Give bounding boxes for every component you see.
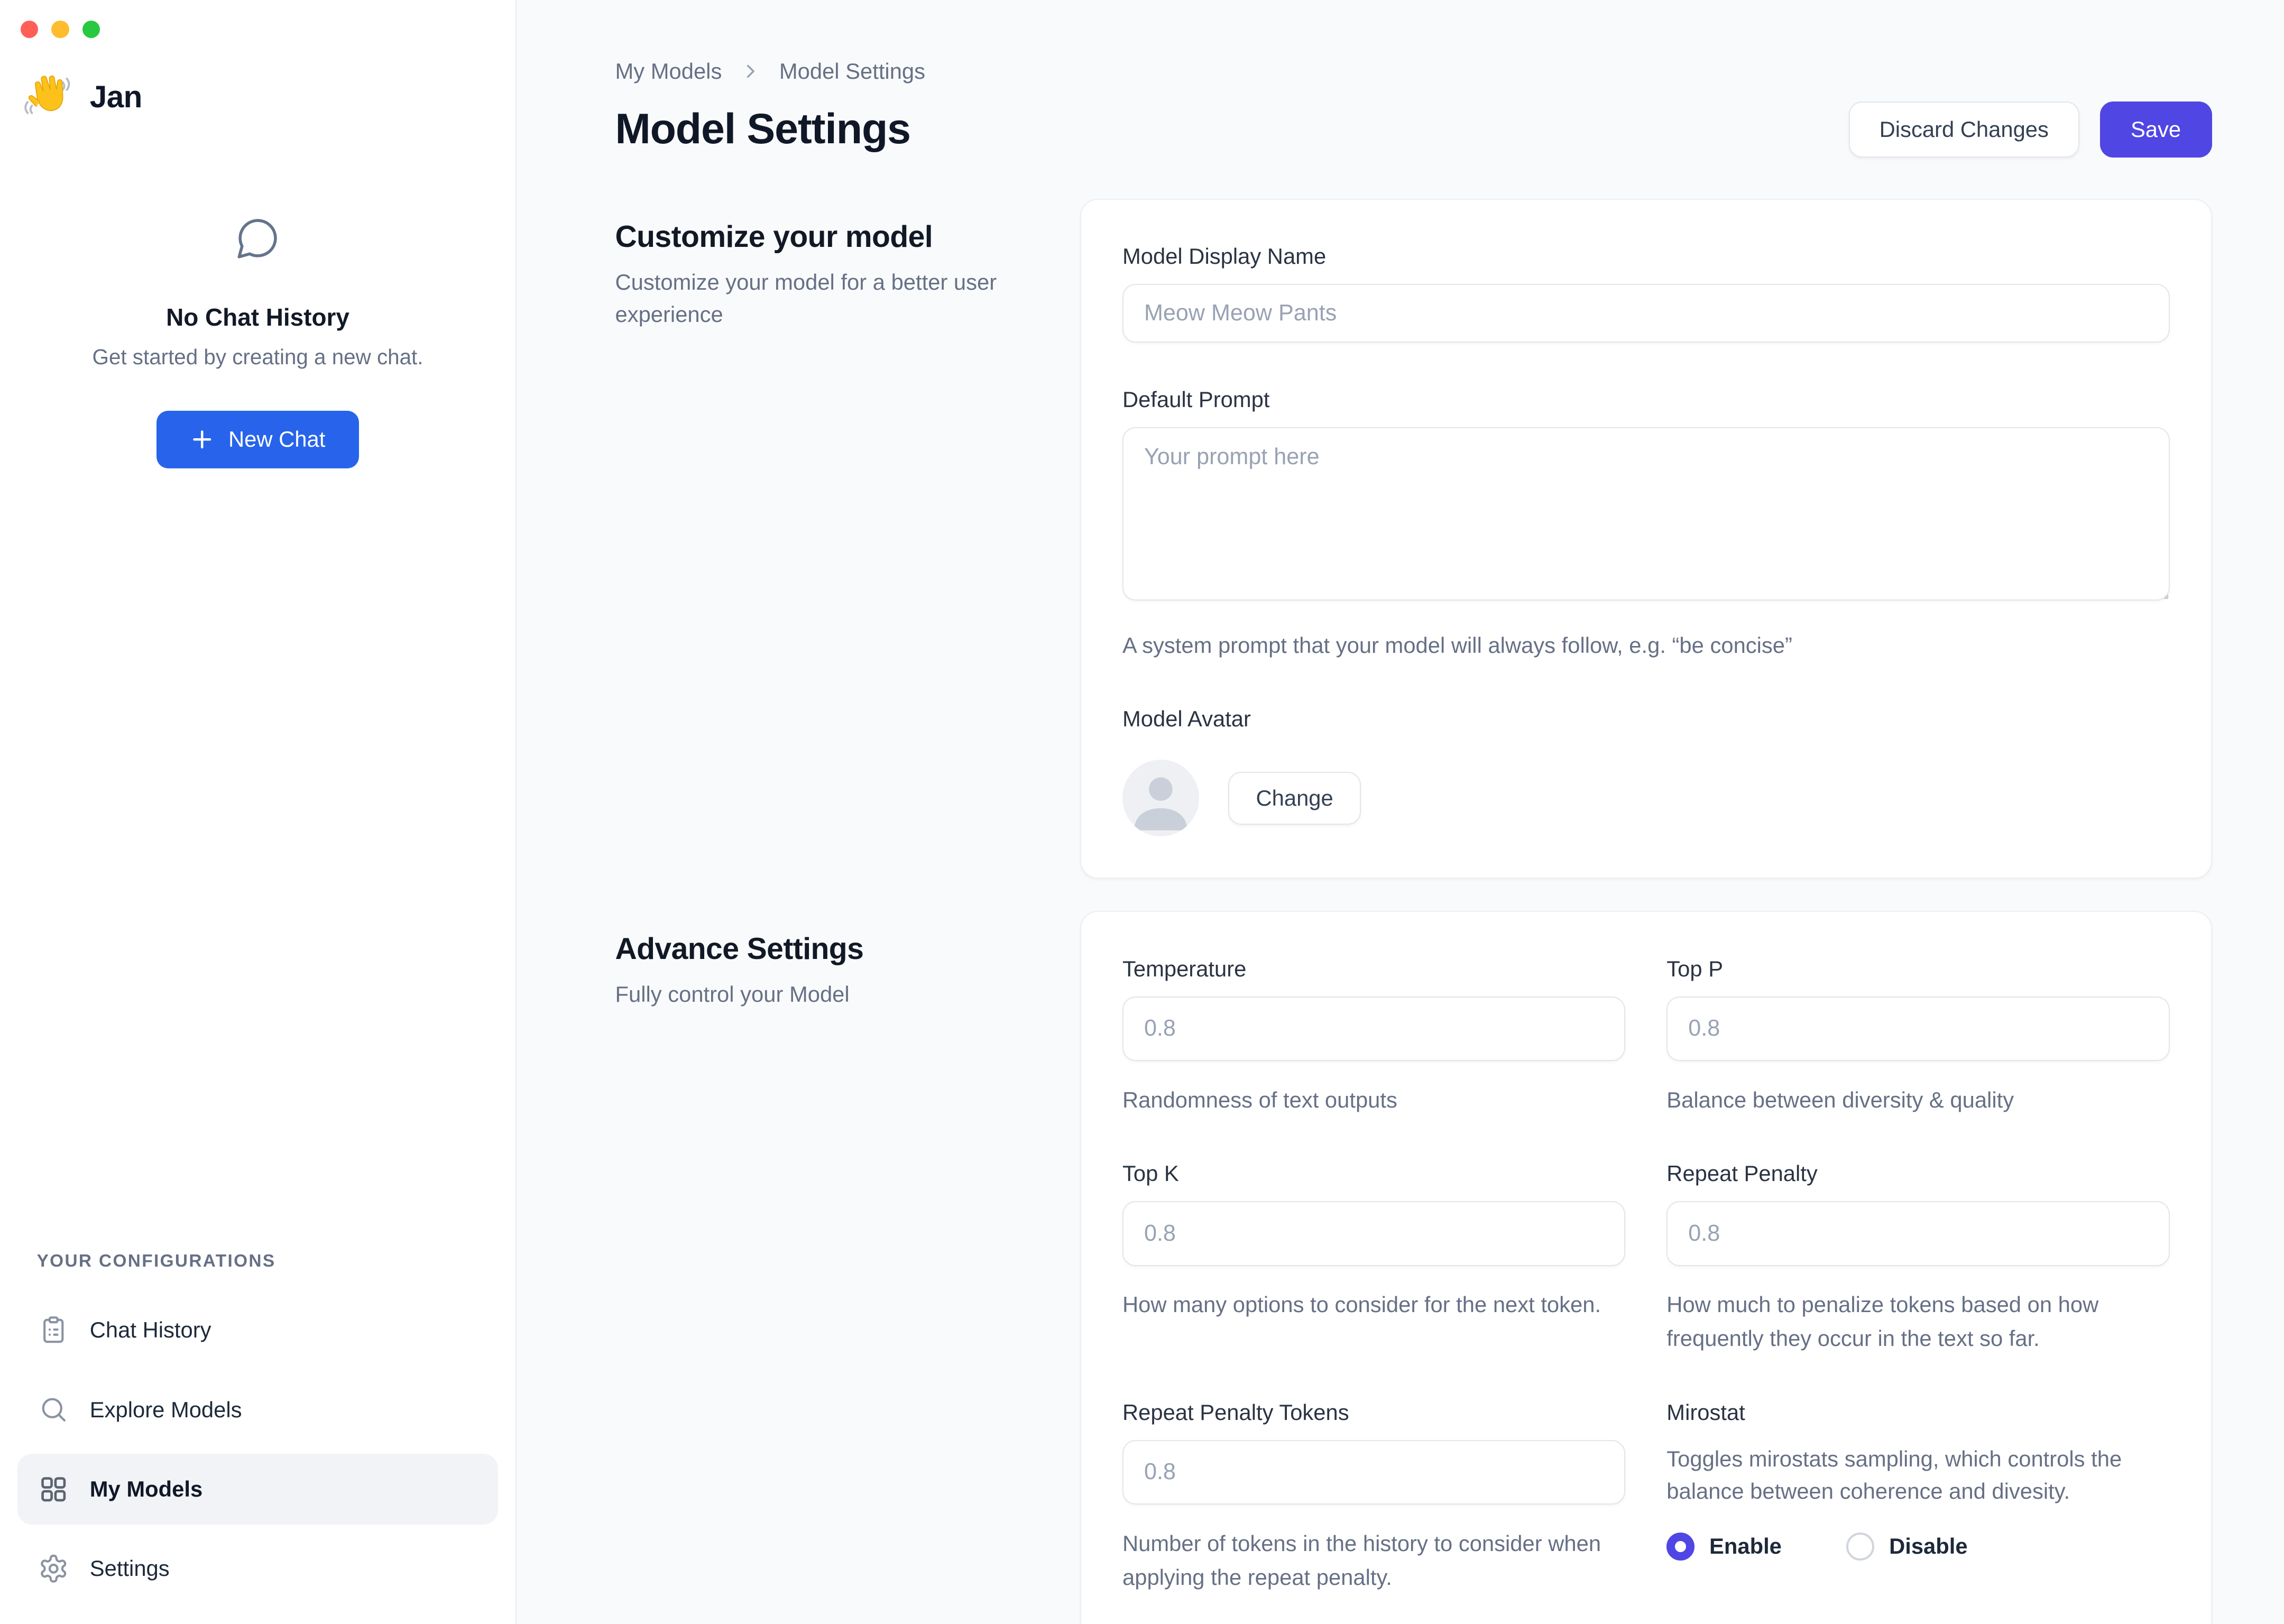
- top-k-field: Top K How many options to consider for t…: [1122, 1161, 1626, 1355]
- repeat-penalty-tokens-field: Repeat Penalty Tokens Number of tokens i…: [1122, 1399, 1626, 1594]
- temperature-input[interactable]: [1122, 996, 1626, 1062]
- top-k-label: Top K: [1122, 1161, 1179, 1186]
- model-avatar-label: Model Avatar: [1122, 706, 1251, 732]
- customize-section-title: Customize your model: [615, 219, 933, 254]
- page-header: My Models Model Settings Model Settings …: [615, 59, 2212, 158]
- mirostat-enable-option[interactable]: Enable: [1666, 1533, 1782, 1561]
- app-name: Jan: [89, 80, 143, 115]
- customize-section: Customize your model Customize your mode…: [615, 198, 2212, 879]
- close-window-button[interactable]: [20, 20, 39, 39]
- advance-section-title: Advance Settings: [615, 932, 864, 966]
- search-icon: [42, 1398, 66, 1422]
- customize-section-subtitle: Customize your model for a better user e…: [615, 269, 997, 327]
- sidebar: Jan No Chat History Get started by creat…: [0, 0, 517, 1624]
- temperature-help: Randomness of text outputs: [1122, 1087, 1397, 1112]
- radio-checked-icon: [1666, 1533, 1695, 1561]
- plus-icon: [192, 430, 211, 449]
- main-content: My Models Model Settings Model Settings …: [517, 0, 2284, 1624]
- page-title: Model Settings: [615, 105, 911, 153]
- repeat-penalty-field: Repeat Penalty How much to penalize toke…: [1666, 1161, 2170, 1355]
- sidebar-item-label: Settings: [89, 1556, 170, 1581]
- configurations-section-label: YOUR CONFIGURATIONS: [36, 1251, 276, 1271]
- grid-icon: [41, 1477, 66, 1501]
- gear-icon: [41, 1554, 67, 1583]
- repeat-penalty-tokens-help: Number of tokens in the history to consi…: [1122, 1530, 1601, 1590]
- model-avatar: [1122, 760, 1199, 837]
- new-chat-label: New Chat: [228, 427, 326, 452]
- mirostat-label: Mirostat: [1666, 1399, 1745, 1425]
- mirostat-enable-label: Enable: [1709, 1534, 1782, 1559]
- sidebar-item-settings[interactable]: Settings: [17, 1533, 498, 1604]
- clipboard-icon: [43, 1316, 64, 1343]
- discard-changes-button[interactable]: Discard Changes: [1848, 102, 2079, 158]
- mirostat-field: Mirostat Toggles mirostats sampling, whi…: [1666, 1400, 2169, 1594]
- mirostat-disable-label: Disable: [1889, 1534, 1968, 1559]
- repeat-penalty-label: Repeat Penalty: [1666, 1161, 1818, 1186]
- mirostat-disable-option[interactable]: Disable: [1846, 1533, 1968, 1561]
- sidebar-item-label: My Models: [89, 1476, 203, 1501]
- change-avatar-button[interactable]: Change: [1228, 771, 1361, 825]
- repeat-penalty-input[interactable]: [1666, 1201, 2170, 1266]
- chat-bubble-icon: [237, 219, 277, 259]
- breadcrumb-current: Model Settings: [779, 59, 926, 84]
- repeat-penalty-tokens-input[interactable]: [1122, 1440, 1626, 1505]
- breadcrumb-my-models[interactable]: My Models: [615, 59, 722, 84]
- top-p-help: Balance between diversity & quality: [1666, 1087, 2014, 1112]
- mirostat-description: Toggles mirostats sampling, which contro…: [1666, 1446, 2122, 1504]
- top-p-input[interactable]: [1666, 996, 2170, 1062]
- mirostat-radio-group: Enable Disable: [1666, 1533, 2169, 1561]
- sidebar-nav: YOUR CONFIGURATIONS Chat History Explore…: [0, 1251, 515, 1624]
- sidebar-item-label: Chat History: [89, 1317, 211, 1343]
- repeat-penalty-help: How much to penalize tokens based on how…: [1666, 1292, 2099, 1351]
- radio-unchecked-icon: [1846, 1533, 1875, 1561]
- chat-empty-state: No Chat History Get started by creating …: [0, 215, 515, 468]
- empty-state-title: No Chat History: [166, 303, 349, 331]
- model-display-name-label: Model Display Name: [1122, 244, 1327, 269]
- new-chat-button[interactable]: New Chat: [156, 411, 360, 468]
- advance-section-subtitle: Fully control your Model: [615, 982, 850, 1007]
- header-actions: Discard Changes Save: [1848, 102, 2212, 158]
- top-p-field: Top P Balance between diversity & qualit…: [1666, 956, 2170, 1117]
- model-display-name-input[interactable]: [1122, 284, 2170, 343]
- sidebar-item-label: Explore Models: [89, 1397, 242, 1422]
- top-k-help: How many options to consider for the nex…: [1122, 1292, 1601, 1317]
- chevron-right-icon: [747, 65, 754, 78]
- save-button[interactable]: Save: [2099, 102, 2212, 158]
- minimize-window-button[interactable]: [51, 20, 69, 39]
- top-k-input[interactable]: [1122, 1201, 1626, 1266]
- advance-section: Advance Settings Fully control your Mode…: [615, 911, 2212, 1624]
- person-icon: [1134, 777, 1187, 831]
- default-prompt-textarea[interactable]: [1122, 427, 2170, 601]
- sidebar-item-chat-history[interactable]: Chat History: [17, 1295, 498, 1366]
- advance-card: Temperature Randomness of text outputs T…: [1080, 911, 2212, 1624]
- temperature-label: Temperature: [1122, 956, 1247, 981]
- sidebar-item-my-models[interactable]: My Models: [17, 1454, 498, 1525]
- empty-state-subtitle: Get started by creating a new chat.: [92, 345, 423, 370]
- breadcrumb: My Models Model Settings: [615, 59, 925, 84]
- temperature-field: Temperature Randomness of text outputs: [1122, 956, 1626, 1117]
- window-controls: [0, 0, 515, 39]
- default-prompt-help: A system prompt that your model will alw…: [1122, 632, 1792, 658]
- customize-card: Model Display Name Default Prompt A syst…: [1080, 198, 2212, 879]
- top-p-label: Top P: [1666, 956, 1724, 981]
- wave-hand-icon: [24, 75, 70, 114]
- maximize-window-button[interactable]: [82, 20, 100, 39]
- app-logo: Jan: [19, 68, 515, 126]
- repeat-penalty-tokens-label: Repeat Penalty Tokens: [1122, 1399, 1349, 1425]
- default-prompt-label: Default Prompt: [1122, 386, 1270, 412]
- sidebar-item-explore-models[interactable]: Explore Models: [17, 1374, 498, 1445]
